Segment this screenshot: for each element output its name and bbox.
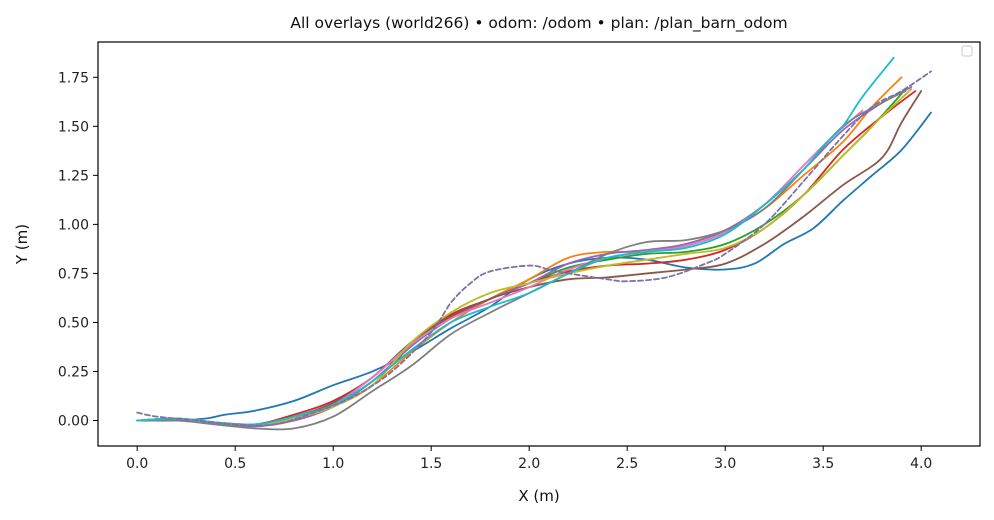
x-axis-label: X (m): [518, 487, 559, 505]
y-tick-label: 0.00: [58, 414, 89, 430]
x-tick-label: 3.5: [812, 456, 834, 472]
odom-path-line-1: [136, 111, 932, 422]
y-tick-label: 1.00: [58, 217, 89, 233]
x-axis-ticks: 0.0 0.5 1.0 1.5 2.0 2.5 3.0 3.5 4.0: [126, 446, 932, 472]
y-axis-ticks: 0.00 0.25 0.50 0.75 1.00 1.25 1.50 1.75: [58, 70, 98, 430]
x-tick-label: 2.5: [616, 456, 638, 472]
plot-frame: [97, 41, 981, 447]
chart-title: All overlays (world266) • odom: /odom • …: [290, 14, 787, 33]
x-tick-label: 3.0: [714, 456, 736, 472]
x-tick-label: 4.0: [910, 456, 932, 472]
y-axis-label: Y (m): [13, 224, 31, 265]
y-tick-label: 0.50: [58, 315, 89, 331]
odom-path-line-10: [136, 56, 895, 426]
x-tick-label: 2.0: [518, 456, 540, 472]
x-tick-label: 0.0: [126, 456, 148, 472]
y-tick-label: 1.50: [58, 119, 89, 135]
y-tick-label: 1.25: [58, 168, 89, 184]
x-tick-label: 0.5: [224, 456, 246, 472]
legend-box: [961, 45, 973, 57]
y-tick-label: 0.25: [58, 364, 89, 380]
x-tick-label: 1.5: [420, 456, 442, 472]
y-tick-label: 0.75: [58, 266, 89, 282]
series-lines: [136, 56, 932, 431]
plan-path-line: [136, 70, 932, 427]
y-tick-label: 1.75: [58, 70, 89, 86]
x-tick-label: 1.0: [322, 456, 344, 472]
